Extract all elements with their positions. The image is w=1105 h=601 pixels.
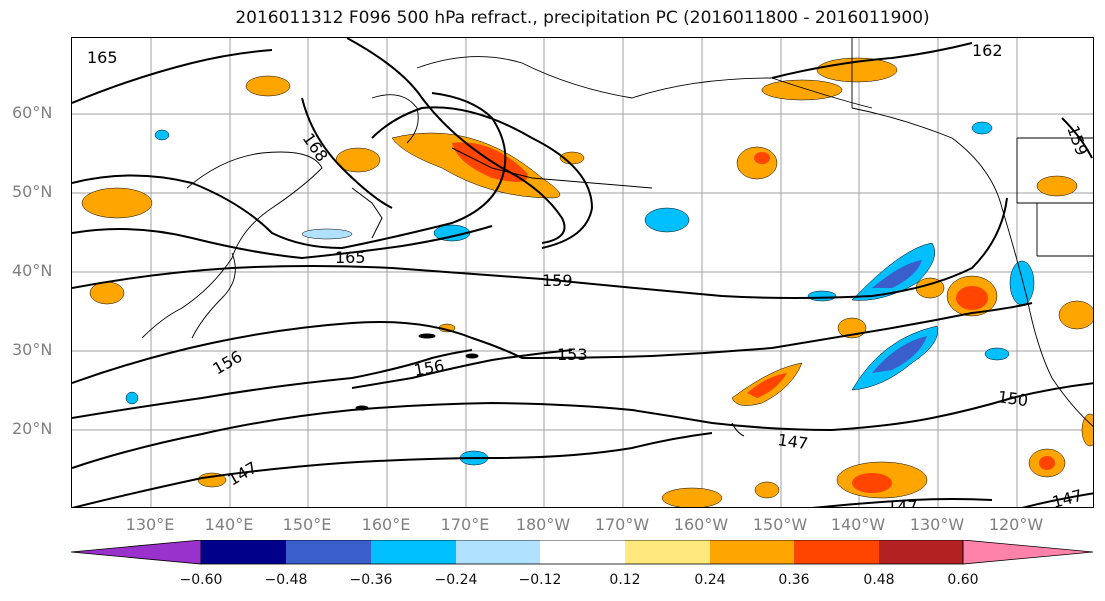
lon-label: 130°W: [909, 515, 965, 534]
lon-label: 170°W: [594, 515, 650, 534]
map-plot: 165 162 168 159 165 159 153 156 156 150 …: [72, 38, 1093, 508]
colorbar-swatch: [962, 540, 1094, 565]
colorbar-swatch: [71, 540, 202, 565]
colorbar-swatch: [794, 540, 879, 564]
lon-label: 160°E: [361, 515, 411, 534]
colorbar-swatch: [456, 540, 540, 564]
colorbar-tick: −0.48: [264, 572, 308, 588]
contour-label: 147: [887, 497, 918, 508]
contour-label: 168: [299, 129, 332, 165]
lon-label: 150°W: [752, 515, 808, 534]
colorbar-swatch: [286, 540, 371, 564]
contours: [72, 38, 1093, 507]
lon-label: 140°E: [204, 515, 254, 534]
colorbar-swatch: [371, 540, 456, 564]
contour-label: 150: [996, 387, 1029, 410]
contour-label: 156: [412, 356, 445, 380]
colorbar-tick: 0.12: [609, 572, 641, 588]
colorbar-swatch: [201, 540, 286, 564]
colorbar-tick: −0.36: [349, 572, 393, 588]
colorbar-swatch: [540, 540, 625, 564]
colorbar-tick: 0.36: [778, 572, 810, 588]
lon-label: 160°W: [673, 515, 729, 534]
lon-label: 130°E: [125, 515, 175, 534]
colorbar-swatch: [879, 540, 963, 564]
contour-label: 165: [87, 48, 118, 67]
lon-label: 120°W: [988, 515, 1044, 534]
colorbar-tick: 0.60: [947, 572, 979, 588]
lat-label: 30°N: [12, 340, 53, 359]
colorbar-swatch: [710, 540, 794, 564]
colorbar-tick: −0.12: [518, 572, 562, 588]
lat-label: 60°N: [12, 103, 53, 122]
contour-label: 162: [972, 41, 1003, 60]
colorbar-tick: 0.48: [863, 572, 895, 588]
lat-label: 20°N: [12, 419, 53, 438]
colorbar-tick: −0.24: [434, 572, 478, 588]
contour-label: 147: [1050, 486, 1084, 508]
colorbar-swatch: [625, 540, 710, 564]
contour-label: 153: [557, 345, 588, 364]
contour-label: 159: [542, 271, 573, 290]
contour-label-group: 165 162 168 159 165 159 153 156 156 150 …: [87, 41, 1092, 508]
graticule: [72, 38, 1093, 507]
lon-label: 180°W: [515, 515, 571, 534]
contour-label: 165: [335, 248, 366, 267]
colorbar-tick: 0.24: [694, 572, 726, 588]
map-title: 2016011312 F096 500 hPa refract., precip…: [235, 8, 930, 28]
lon-label: 140°W: [830, 515, 886, 534]
coastlines: [141, 38, 1093, 427]
precip-negative: [125, 121, 1035, 466]
lat-label: 40°N: [12, 261, 53, 280]
contour-label: 159: [1063, 123, 1091, 158]
contour-label: 147: [776, 430, 809, 453]
lat-label: 50°N: [12, 182, 53, 201]
lon-label: 150°E: [282, 515, 332, 534]
lon-label: 170°E: [440, 515, 490, 534]
colorbar: [71, 540, 1094, 565]
precip-positive: [81, 57, 1093, 507]
map-panel[interactable]: 165 162 168 159 165 159 153 156 156 150 …: [71, 37, 1094, 508]
colorbar-tick: −0.60: [179, 572, 223, 588]
